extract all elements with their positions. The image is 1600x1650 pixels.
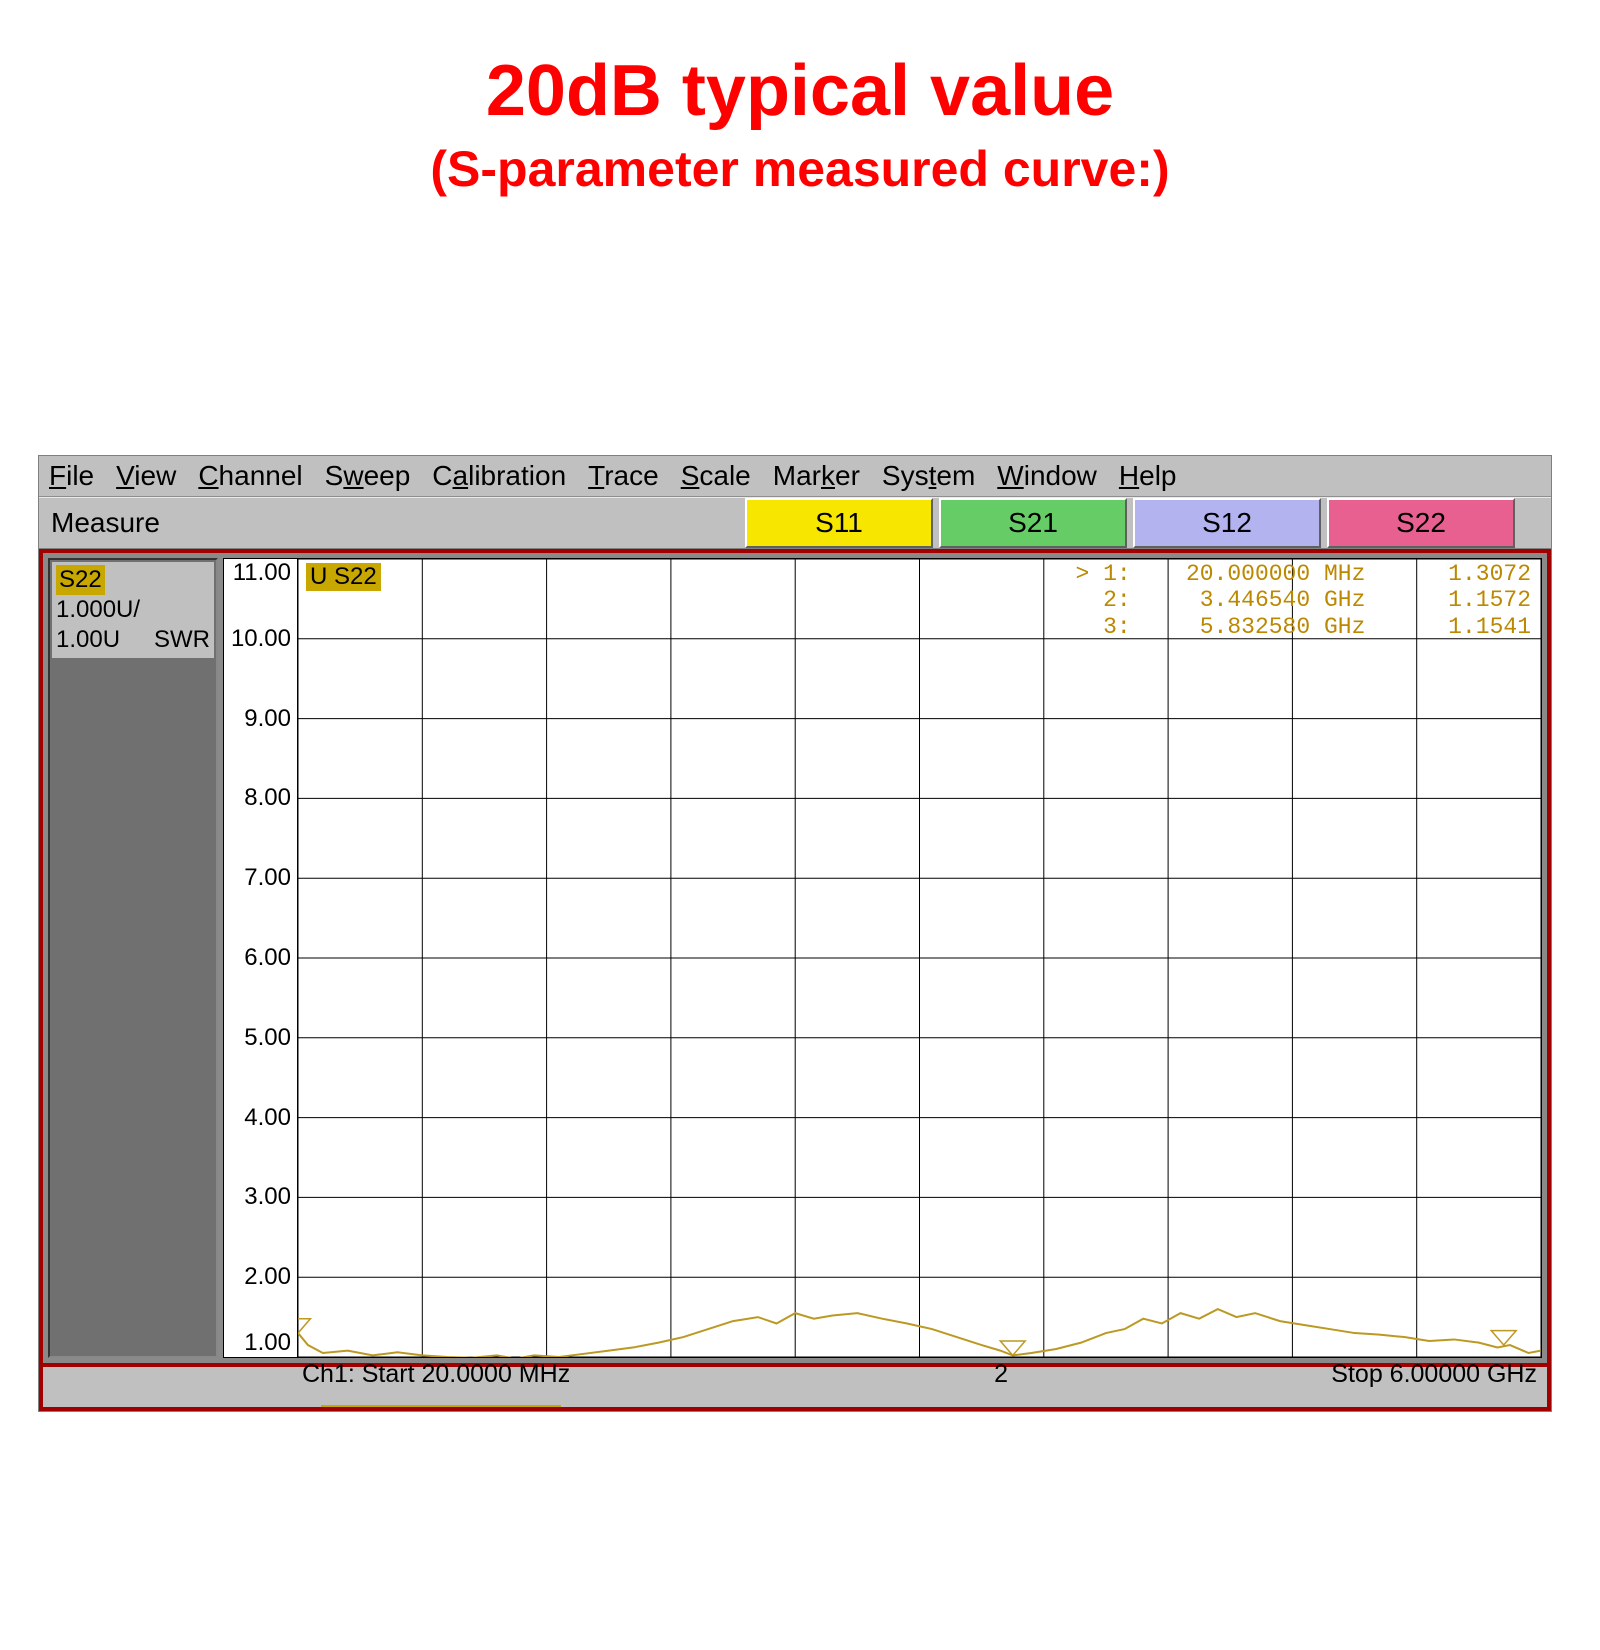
status-channel: CH 1: — [201, 1405, 301, 1411]
menu-window[interactable]: Window — [997, 460, 1097, 492]
status-lcl: LCL — [1465, 1405, 1513, 1411]
trace-scale: 1.000U/ — [56, 596, 140, 623]
menu-calibration[interactable]: Calibration — [432, 460, 566, 492]
status-bar: Status CH 1: S22 C 2-Port LCL — [39, 1367, 1551, 1411]
y-tick: 5.00 — [244, 1024, 291, 1052]
menu-scale[interactable]: Scale — [681, 460, 751, 492]
y-axis: 11.00 10.00 9.00 8.00 7.00 6.00 5.00 4.00 3.00 2.… — [223, 558, 297, 1358]
status-trace: S22 — [321, 1405, 561, 1411]
menu-view[interactable]: View — [116, 460, 176, 492]
menu-marker[interactable]: Marker — [773, 460, 860, 492]
status-cal: C 2-Port — [585, 1405, 682, 1411]
menu-system[interactable]: System — [882, 460, 975, 492]
plot-container: 11.00 10.00 9.00 8.00 7.00 6.00 5.00 4.00 3.00 2.… — [223, 558, 1542, 1358]
s11-button[interactable]: S11 — [745, 498, 933, 548]
status-label: Status — [51, 1405, 181, 1411]
workspace: S22 1.000U/ 1.00U SWR 11.00 10.00 9.00 8.00… — [39, 549, 1551, 1367]
page-subtitle: (S-parameter measured curve:) — [0, 140, 1600, 198]
y-tick: 8.00 — [244, 784, 291, 812]
menu-trace[interactable]: Trace — [588, 460, 659, 492]
xaxis-start-label: Ch1: Start 20.0000 MHz — [302, 1360, 570, 1389]
s21-button[interactable]: S21 — [939, 498, 1127, 548]
trace-format: SWR — [154, 625, 210, 655]
analyzer-window: File View Channel Sweep Calibration Trace Scal… — [38, 455, 1552, 1412]
y-tick: 7.00 — [244, 864, 291, 892]
trace-info-sidebar: S22 1.000U/ 1.00U SWR — [48, 558, 218, 1358]
xaxis-mid-marker: 2 — [994, 1360, 1008, 1389]
s12-button[interactable]: S12 — [1133, 498, 1321, 548]
plot-area[interactable]: U S22 > 1: 20.000000 MHz 1.3072 2: 3.446… — [297, 558, 1542, 1358]
y-tick: 6.00 — [244, 944, 291, 972]
y-tick: 11.00 — [233, 559, 291, 587]
menu-bar: File View Channel Sweep Calibration Trace Scal… — [39, 456, 1551, 497]
y-tick: 2.00 — [244, 1263, 291, 1291]
menu-sweep[interactable]: Sweep — [325, 460, 411, 492]
active-trace-badge: S22 — [56, 565, 105, 595]
measure-toolbar: Measure S11 S21 S12 S22 — [39, 497, 1551, 549]
trace-ref: 1.00U — [56, 626, 120, 653]
trace-label: U S22 — [306, 563, 381, 591]
menu-file[interactable]: File — [49, 460, 94, 492]
y-tick: 3.00 — [244, 1183, 291, 1211]
y-tick: 9.00 — [244, 705, 291, 733]
menu-help[interactable]: Help — [1119, 460, 1177, 492]
toolbar-label: Measure — [39, 507, 739, 539]
xaxis-stop-label: Stop 6.00000 GHz — [1331, 1360, 1537, 1389]
page-title: 20dB typical value — [0, 50, 1600, 132]
y-tick: 10.00 — [231, 625, 291, 653]
y-tick: 1.00 — [244, 1329, 291, 1357]
menu-channel[interactable]: Channel — [198, 460, 302, 492]
s22-button[interactable]: S22 — [1327, 498, 1515, 548]
y-tick: 4.00 — [244, 1104, 291, 1132]
marker-readout: > 1: 20.000000 MHz 1.3072 2: 3.446540 GH… — [1062, 561, 1531, 640]
